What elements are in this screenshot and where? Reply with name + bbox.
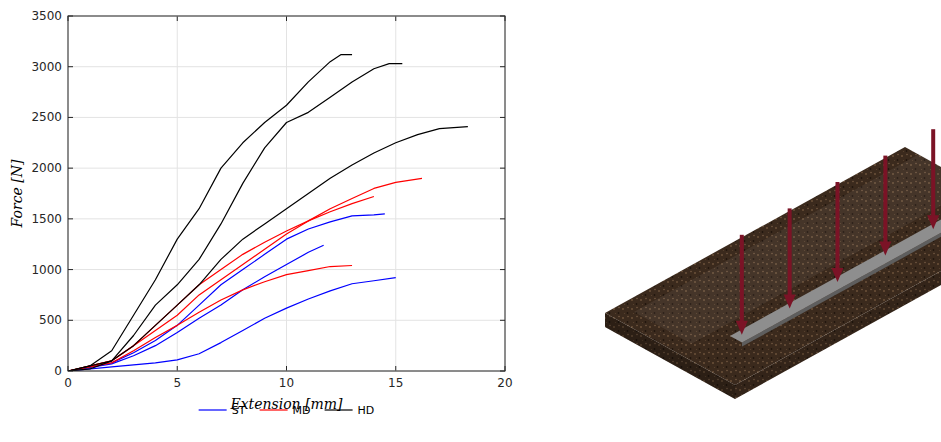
arrow-head bbox=[832, 268, 844, 282]
tick-mark bbox=[68, 66, 73, 67]
tick-mark bbox=[500, 168, 505, 169]
tick-mark bbox=[68, 218, 73, 219]
arrow-shaft bbox=[836, 182, 840, 270]
legend-swatch bbox=[325, 409, 353, 410]
tick-mark bbox=[68, 320, 73, 321]
series-line bbox=[68, 178, 422, 371]
tick-mark bbox=[395, 16, 396, 21]
tick-mark bbox=[500, 320, 505, 321]
series-line bbox=[68, 127, 468, 371]
slab-top bbox=[605, 147, 941, 385]
tick-mark bbox=[395, 366, 396, 371]
tick-mark bbox=[68, 117, 73, 118]
grid-line bbox=[177, 16, 178, 371]
legend-swatch bbox=[199, 409, 227, 410]
tick-mark bbox=[68, 168, 73, 169]
tick-mark bbox=[177, 16, 178, 21]
load-arrow bbox=[784, 208, 796, 308]
tick-label: 20 bbox=[497, 376, 512, 390]
plot-area bbox=[68, 16, 505, 371]
arrow-head bbox=[784, 294, 796, 308]
tick-mark bbox=[500, 269, 505, 270]
grid-line bbox=[68, 66, 505, 67]
figure: 051015200500100015002000250030003500Exte… bbox=[0, 0, 941, 442]
tick-label: 0 bbox=[54, 364, 62, 378]
tick-label: 0 bbox=[64, 376, 72, 390]
grid-line bbox=[68, 168, 505, 169]
grid-line bbox=[68, 218, 505, 219]
load-arrow bbox=[879, 156, 891, 256]
legend-label: MD bbox=[293, 404, 311, 417]
arrow-shaft bbox=[883, 156, 887, 244]
tick-label: 3500 bbox=[31, 9, 62, 23]
legend: ST MD HD bbox=[199, 404, 375, 417]
load-arrow bbox=[832, 182, 844, 282]
arrow-head bbox=[927, 215, 939, 229]
tick-label: 10 bbox=[279, 376, 294, 390]
illustration bbox=[605, 129, 941, 399]
series-group bbox=[68, 55, 468, 371]
arrow-head bbox=[879, 242, 891, 256]
grid-line bbox=[68, 117, 505, 118]
tick-mark bbox=[500, 66, 505, 67]
arrow-shaft bbox=[931, 129, 935, 217]
legend-label: HD bbox=[358, 404, 375, 417]
y-axis-title: Force [N] bbox=[9, 159, 25, 228]
tick-label: 1500 bbox=[31, 212, 62, 226]
series-line bbox=[68, 214, 385, 371]
series-line bbox=[68, 55, 352, 371]
tick-label: 15 bbox=[388, 376, 403, 390]
tick-mark bbox=[500, 218, 505, 219]
load-arrow bbox=[927, 129, 939, 229]
load-arrow bbox=[736, 235, 748, 335]
tick-label: 1000 bbox=[31, 263, 62, 277]
tick-mark bbox=[500, 117, 505, 118]
tick-label: 2500 bbox=[31, 110, 62, 124]
tick-mark bbox=[68, 269, 73, 270]
arrow-head bbox=[736, 321, 748, 335]
legend-item: HD bbox=[325, 404, 375, 417]
tick-label: 3000 bbox=[31, 60, 62, 74]
tick-label: 500 bbox=[39, 313, 62, 327]
arrow-shaft bbox=[740, 235, 744, 323]
tick-label: 5 bbox=[173, 376, 181, 390]
legend-item: ST bbox=[199, 404, 246, 417]
tick-label: 2000 bbox=[31, 161, 62, 175]
bar-top bbox=[730, 176, 941, 343]
tick-mark bbox=[286, 366, 287, 371]
grid-line bbox=[395, 16, 396, 371]
grid-line bbox=[286, 16, 287, 371]
series-line bbox=[68, 266, 352, 371]
axes-frame bbox=[68, 16, 505, 371]
tick-mark bbox=[286, 16, 287, 21]
legend-label: ST bbox=[232, 404, 246, 417]
arrow-shaft bbox=[788, 208, 792, 296]
legend-swatch bbox=[260, 409, 288, 410]
legend-item: MD bbox=[260, 404, 311, 417]
series-line bbox=[68, 64, 402, 371]
grid-line bbox=[68, 320, 505, 321]
grid-line bbox=[68, 269, 505, 270]
tick-mark bbox=[177, 366, 178, 371]
